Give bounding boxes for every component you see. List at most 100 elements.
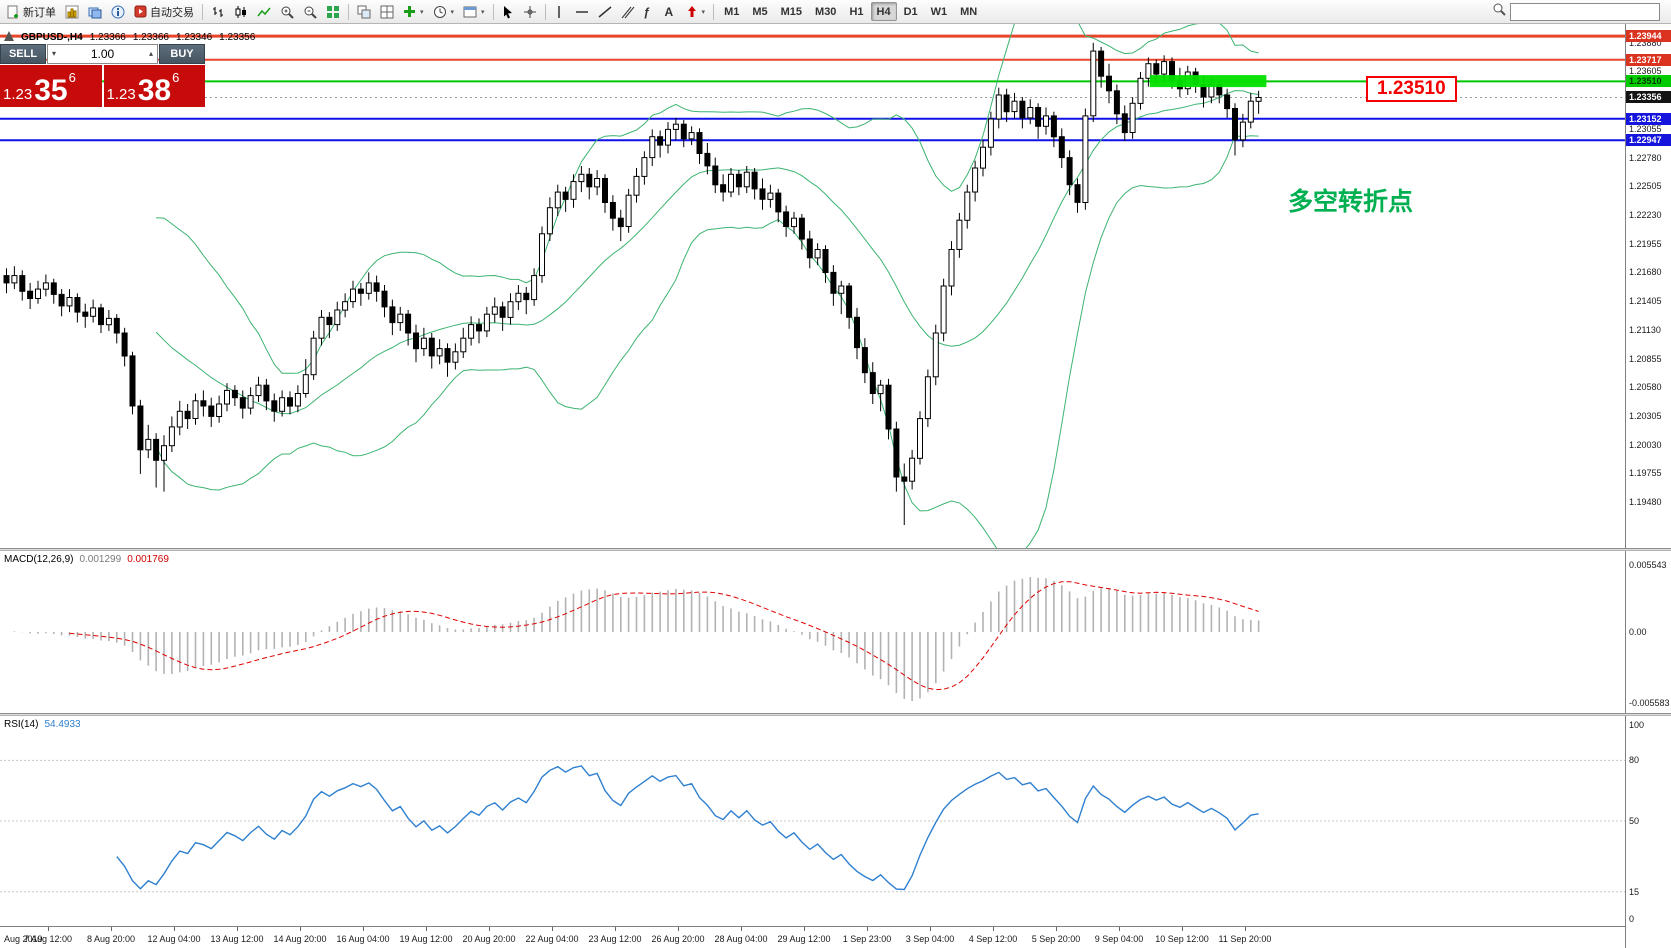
scale-tick-label: 0.00 [1629,627,1647,637]
fibonacci-tool-button[interactable]: ƒ [640,2,660,22]
volume-decrease-icon[interactable]: ▾ [52,49,57,58]
toolbar-separator [544,3,546,20]
panel-divider[interactable] [0,548,1671,551]
timeframe-button-m15[interactable]: M15 [780,5,803,18]
arrows-tool-button[interactable]: ▾ [682,2,710,22]
zoom-out-icon [303,5,317,19]
price-chart-panel[interactable]: GBPUSD-,H4 1.23366 1.23366 1.23346 1.233… [0,24,1625,548]
timeframe-button-h4[interactable]: H4 [870,2,897,21]
scale-tick-label: 1.22505 [1629,181,1662,191]
dropdown-caret-icon: ▾ [450,8,455,16]
chart-window-button[interactable] [61,2,83,22]
trendline-tool-button[interactable] [594,2,616,22]
panel-divider[interactable] [0,713,1671,716]
periods-icon [433,5,447,19]
time-axis-label: 19 Aug 12:00 [399,934,453,944]
channel-tool-icon [621,5,635,19]
dropdown-caret-icon: ▾ [701,8,706,16]
price-tag: 1.23944 [1626,30,1671,42]
crosshair-tool-button[interactable] [519,2,541,22]
periods-button[interactable]: ▾ [429,2,459,22]
tile-windows-icon [380,5,394,19]
line-chart-icon [257,5,271,19]
add-indicator-button[interactable]: ▾ [399,2,428,22]
buy-button[interactable]: BUY [159,44,205,64]
price-chart-canvas[interactable] [0,24,1625,548]
scale-tick-label: 1.22230 [1629,210,1662,220]
sell-price-display[interactable]: 1.23 35 6 [0,65,102,107]
time-axis-tick [489,927,490,931]
time-axis-label: 9 Sep 04:00 [1094,934,1144,944]
crosshair-icon [523,5,537,19]
volume-value[interactable]: 1.00 [90,47,115,61]
scale-tick-label: 1.23880 [1629,38,1662,48]
price-tag: 1.23356 [1626,91,1671,103]
scale-tick-label: 1.20305 [1629,411,1662,421]
volume-increase-icon[interactable]: ▴ [148,49,153,58]
bar-chart-type-button[interactable] [207,2,229,22]
time-axis-tick [300,927,301,931]
toolbar-separator [202,3,203,20]
scale-tick-label: 1.20030 [1629,440,1662,450]
macd-label: MACD(12,26,9) 0.001299 0.001769 [4,554,169,565]
time-axis-label: 23 Aug 12:00 [588,934,642,944]
bar-chart-icon [211,5,225,19]
fibonacci-tool-icon: ƒ [643,4,651,19]
macd-canvas [13,577,1260,701]
price-tag: 1.23510 [1626,75,1671,87]
cursor-tool-button[interactable] [498,2,518,22]
auto-trading-button[interactable]: 自动交易 [130,2,198,22]
turning-point-annotation[interactable]: 多空转折点 [1288,188,1414,216]
time-axis-label: 11 Sep 20:00 [1218,934,1272,944]
data-window-button[interactable] [107,2,129,22]
time-axis-tick [615,927,616,931]
time-axis-tick [1182,927,1183,931]
rsi-name: RSI(14) [4,719,39,730]
search-icon [1492,2,1506,21]
macd-name: MACD(12,26,9) [4,554,74,565]
volume-field[interactable]: ▾ 1.00 ▴ [47,44,158,64]
search-input[interactable] [1510,2,1660,21]
scale-tick-label: 1.23055 [1629,124,1662,134]
templates-icon [463,5,477,19]
time-axis-tick [993,927,994,931]
rsi-panel[interactable]: RSI(14) 54.4933 [0,716,1625,926]
price-tag: 1.22947 [1626,134,1671,146]
macd-panel[interactable]: MACD(12,26,9) 0.001299 0.001769 [0,551,1625,713]
templates-button[interactable]: ▾ [459,2,489,22]
channel-tool-button[interactable] [617,2,639,22]
time-axis[interactable]: Aug 2019 7 Aug 12:00 8 Aug 20:00 12 Aug 04:… [0,926,1625,948]
vertical-line-tool-button[interactable] [550,2,570,22]
sell-price-prefix: 1.23 [3,85,33,103]
time-axis-tick [1119,927,1120,931]
new-order-button[interactable]: 新订单 [3,2,60,22]
timeframe-button-m1[interactable]: M1 [724,5,740,18]
text-tool-button[interactable]: A [661,2,681,22]
sell-button[interactable]: SELL [0,44,46,64]
timeframe-button-h1[interactable]: H1 [849,5,864,18]
timeframe-button-mn[interactable]: MN [960,5,978,18]
timeframe-button-m30[interactable]: M30 [815,5,837,18]
horizontal-line-tool-button[interactable] [571,2,593,22]
line-chart-type-button[interactable] [253,2,275,22]
main-toolbar: 新订单 自动交易 ▾ ▾ ▾ ƒ A ▾ M1 M5 [0,0,1671,24]
profiles-button[interactable] [84,2,106,22]
timeframe-button-d1[interactable]: D1 [903,5,918,18]
price-scale[interactable]: 1.23880 1.23605 1.23055 1.22780 1.22505 1.222… [1625,24,1671,948]
buy-price-display[interactable]: 1.23 38 6 [103,65,205,107]
price-label-callout[interactable]: 1.23510 [1366,76,1457,102]
timeframe-button-m5[interactable]: M5 [752,5,768,18]
scale-tick-label: 80 [1629,755,1640,765]
toolbar-search [1492,2,1660,21]
time-axis-label: 3 Sep 04:00 [905,934,955,944]
cascade-windows-button[interactable] [353,2,375,22]
auto-trading-label: 自动交易 [150,6,194,19]
chart-window-icon [65,5,79,19]
timeframe-button-w1[interactable]: W1 [930,5,948,18]
candlestick-chart-type-button[interactable] [230,2,252,22]
zoom-out-button[interactable] [299,2,321,22]
zoom-in-button[interactable] [276,2,298,22]
tile-windows-button[interactable] [376,2,398,22]
scale-tick-label: 1.22780 [1629,153,1662,163]
arrange-windows-button[interactable] [322,2,344,22]
